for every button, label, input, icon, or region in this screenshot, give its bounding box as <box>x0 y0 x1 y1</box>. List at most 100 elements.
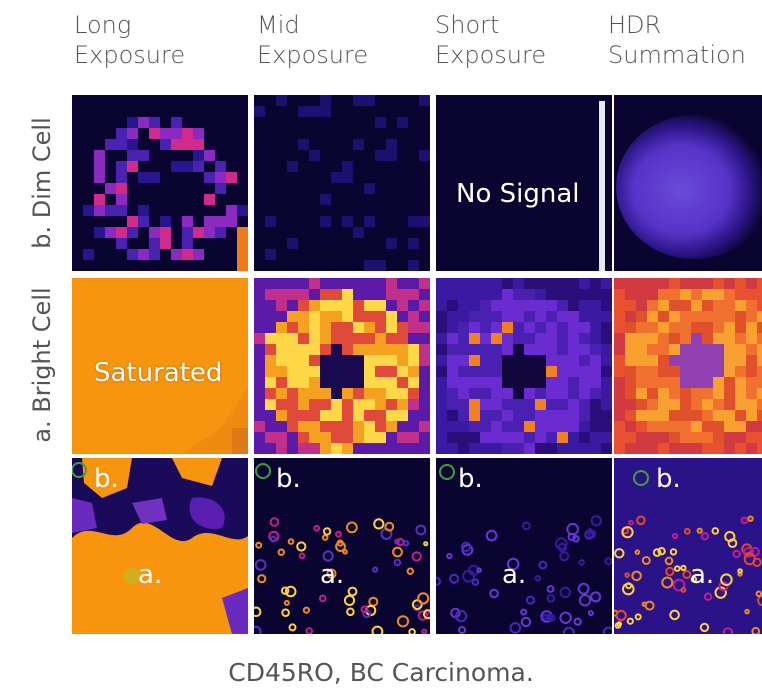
pixel <box>215 183 226 194</box>
pixel <box>568 366 579 377</box>
pixel <box>658 388 669 399</box>
pixel <box>408 322 419 333</box>
pixel <box>331 300 342 311</box>
cell-blob <box>743 553 756 566</box>
pixel <box>568 311 579 322</box>
pixel <box>658 322 669 333</box>
pixel <box>276 421 287 432</box>
pixel <box>735 289 746 300</box>
pixel <box>287 161 298 172</box>
cell-blob <box>724 531 736 543</box>
row-label-text: b. Dim Cell <box>28 117 56 249</box>
pixel <box>735 432 746 443</box>
pixel <box>614 399 625 410</box>
pixel <box>364 216 375 227</box>
cell-blob <box>624 572 630 578</box>
pixel <box>138 216 149 227</box>
pixel <box>491 322 502 333</box>
pixel <box>702 355 713 366</box>
pixel <box>669 410 680 421</box>
pixel <box>193 227 204 238</box>
pixel <box>265 399 276 410</box>
pixel <box>469 289 480 300</box>
pixel <box>480 377 491 388</box>
pixel <box>276 388 287 399</box>
pixel <box>535 355 546 366</box>
pixel <box>502 278 513 289</box>
pixel <box>408 344 419 355</box>
pixel <box>436 333 447 344</box>
pixel <box>276 311 287 322</box>
pixel <box>320 443 331 454</box>
cell-blob <box>269 517 280 527</box>
pixel <box>546 311 557 322</box>
pixel <box>568 443 579 454</box>
dim-long-svg <box>72 95 248 271</box>
pixel <box>226 216 237 227</box>
cell-blob <box>566 522 579 536</box>
pixel <box>320 377 331 388</box>
pixel <box>524 388 535 399</box>
pixel <box>309 399 320 410</box>
pixel <box>757 322 762 333</box>
pixel <box>364 95 375 106</box>
pixel <box>364 421 375 432</box>
pixel <box>757 432 762 443</box>
pixel <box>724 432 735 443</box>
pixel <box>419 95 430 106</box>
pixel <box>680 311 691 322</box>
pixel <box>116 128 127 139</box>
pixel <box>491 377 502 388</box>
pixel <box>491 278 502 289</box>
pixel <box>447 278 458 289</box>
pixel <box>469 366 480 377</box>
cell-blob <box>402 540 410 547</box>
cell-blob <box>321 534 329 541</box>
pixel <box>724 344 735 355</box>
cell-blob <box>714 586 727 599</box>
cell-blob <box>683 527 691 535</box>
pixel <box>94 205 105 216</box>
cell-blob <box>392 546 403 558</box>
pixel <box>287 443 298 454</box>
pixel <box>320 333 331 344</box>
pixel <box>757 388 762 399</box>
pixel <box>265 388 276 399</box>
pixel <box>691 388 702 399</box>
pixel <box>757 366 762 377</box>
pixel <box>193 128 204 139</box>
pixel <box>375 300 386 311</box>
pixel <box>419 150 430 161</box>
pixel <box>458 355 469 366</box>
pixel <box>469 278 480 289</box>
pixel <box>116 194 127 205</box>
pixel <box>298 388 309 399</box>
pixel <box>757 355 762 366</box>
pixel <box>601 410 612 421</box>
pixel <box>94 161 105 172</box>
pixel <box>397 289 408 300</box>
pixel <box>353 421 364 432</box>
pixel <box>254 377 265 388</box>
cell-blob <box>559 551 570 562</box>
pixel <box>647 333 658 344</box>
pixel <box>364 333 375 344</box>
cell-blob <box>335 530 342 538</box>
pixel <box>557 410 568 421</box>
pixel <box>287 333 298 344</box>
pixel <box>320 388 331 399</box>
pixel <box>447 366 458 377</box>
pixel <box>546 333 557 344</box>
pixel <box>254 421 265 432</box>
pixel <box>757 311 762 322</box>
pixel <box>735 388 746 399</box>
pixel <box>702 333 713 344</box>
pixel <box>458 333 469 344</box>
pixel <box>397 344 408 355</box>
pixel <box>636 344 647 355</box>
pixel <box>254 355 265 366</box>
pixel <box>386 410 397 421</box>
pixel <box>353 377 364 388</box>
pixel <box>680 344 691 355</box>
pixel <box>535 311 546 322</box>
